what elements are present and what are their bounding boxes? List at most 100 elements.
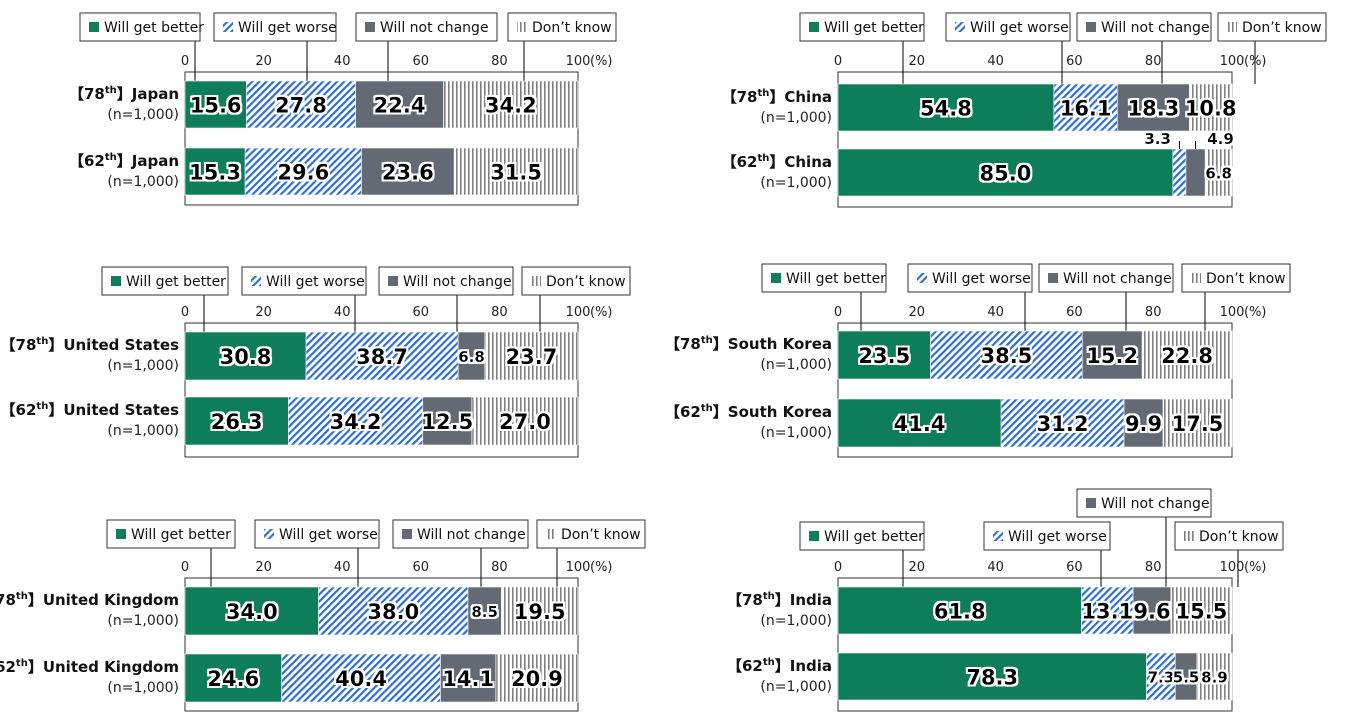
- sample-size-label-1: (n=1,000): [760, 175, 832, 191]
- legend-item-worse: Will get worse: [213, 12, 337, 42]
- legend-box: [799, 12, 925, 42]
- data-label-dontknow-1: 17.5: [1172, 412, 1224, 436]
- data-label-dontknow-0: 34.2: [485, 94, 537, 118]
- bar-worse-1: [1172, 148, 1187, 197]
- data-label-nochange-0: 22.4: [374, 94, 426, 118]
- panel-5: 0 20 40 60 80 100 (%) 61.8 13.1 9.6 15.5 【78th】Indi…: [727, 488, 1284, 712]
- legend-swatch-worse: [917, 273, 927, 283]
- legend-box: [392, 519, 529, 549]
- sample-size-label-0: (n=1,000): [107, 107, 179, 123]
- bar-worse-0: [930, 330, 1083, 380]
- legend-label-worse: Will get worse: [932, 271, 1031, 287]
- x-tick-label: 80: [491, 54, 508, 69]
- data-label-worse-1: 3.3: [1144, 130, 1171, 148]
- legend-label-better: Will get better: [131, 527, 231, 543]
- x-tick-label: 60: [413, 54, 430, 69]
- data-label-better-1: 24.6: [207, 667, 259, 691]
- x-tick-label: 40: [334, 560, 351, 575]
- data-label-worse-0: 38.7: [356, 345, 408, 369]
- legend-item-dontknow: Don’t know: [521, 266, 631, 296]
- legend-swatch-dontknow: [1184, 531, 1194, 541]
- data-label-worse-1: 34.2: [330, 410, 382, 434]
- bar-better-0: [837, 83, 1055, 132]
- bar-dontknow-1: [495, 653, 579, 703]
- category-label-1: 【62th】India: [727, 657, 832, 675]
- legend-item-worse: Will get worse: [945, 12, 1071, 42]
- data-label-better-0: 34.0: [226, 600, 278, 624]
- legend-swatch-dontknow: [1227, 22, 1237, 32]
- data-label-better-0: 15.6: [190, 94, 242, 118]
- legend-item-better: Will get better: [799, 12, 925, 42]
- x-tick-label: 80: [1145, 54, 1162, 69]
- bar-nochange-1: [1185, 148, 1206, 197]
- data-label-dontknow-0: 19.5: [514, 600, 566, 624]
- legend-item-nochange: Will not change: [1038, 263, 1174, 293]
- legend-box: [241, 266, 367, 296]
- legend-item-worse: Will get worse: [241, 266, 367, 296]
- legend-item-better: Will get better: [101, 266, 229, 296]
- x-unit-label: (%): [1244, 560, 1267, 575]
- data-label-better-1: 15.3: [189, 161, 241, 185]
- legend-box: [1076, 488, 1212, 518]
- data-label-nochange-0: 15.2: [1086, 344, 1138, 368]
- bar-dontknow-0: [501, 586, 579, 636]
- data-label-worse-0: 38.0: [367, 600, 419, 624]
- data-label-worse-1: 40.4: [335, 667, 387, 691]
- legend-label-dontknow: Don’t know: [1206, 271, 1286, 287]
- bar-dontknow-1: [1196, 652, 1233, 701]
- legend-label-nochange: Will not change: [1063, 271, 1172, 287]
- legend-box: [945, 12, 1071, 42]
- bar-nochange-1: [1123, 398, 1164, 448]
- bar-nochange-1: [361, 147, 455, 196]
- legend-swatch-better: [771, 273, 781, 283]
- data-label-nochange-0: 18.3: [1127, 97, 1179, 121]
- legend-item-dontknow: Don’t know: [1217, 12, 1327, 42]
- legend-label-worse: Will get worse: [970, 20, 1069, 36]
- legend-item-better: Will get better: [106, 519, 236, 549]
- data-label-worse-1: 31.2: [1037, 412, 1089, 436]
- data-label-dontknow-1: 6.8: [1205, 165, 1232, 183]
- legend-box: [983, 521, 1111, 551]
- bar-dontknow-1: [471, 396, 579, 446]
- legend-item-better: Will get better: [761, 263, 887, 293]
- sample-size-label-1: (n=1,000): [760, 679, 832, 695]
- data-label-nochange-0: 6.8: [458, 348, 485, 366]
- data-label-nochange-1: 23.6: [382, 161, 434, 185]
- x-tick-label: 0: [181, 305, 189, 320]
- x-tick-label: 60: [413, 560, 430, 575]
- legend-label-nochange: Will not change: [380, 20, 489, 36]
- legend-item-better: Will get better: [799, 521, 925, 551]
- x-unit-label: (%): [1244, 54, 1267, 69]
- x-tick-label: 100: [566, 560, 591, 575]
- sample-size-label-1: (n=1,000): [107, 174, 179, 190]
- legend-swatch-better: [809, 531, 819, 541]
- legend-label-better: Will get better: [126, 274, 226, 290]
- x-tick-label: 40: [987, 305, 1004, 320]
- legend-swatch-nochange: [1086, 498, 1096, 508]
- category-label-0: 【78th】United States: [1, 336, 180, 354]
- legend-box: [254, 519, 380, 549]
- x-tick-label: 20: [255, 305, 272, 320]
- legend-item-nochange: Will not change: [1076, 12, 1212, 42]
- bar-better-0: [837, 586, 1082, 635]
- data-label-worse-0: 13.1: [1081, 600, 1133, 624]
- legend-label-nochange: Will not change: [417, 527, 526, 543]
- bar-better-0: [184, 331, 307, 381]
- legend-swatch-nochange: [388, 276, 398, 286]
- bar-dontknow-0: [484, 331, 579, 381]
- legend-item-worse: Will get worse: [983, 521, 1111, 551]
- data-label-better-0: 54.8: [920, 97, 972, 121]
- bar-better-1: [184, 147, 246, 196]
- data-label-dontknow-0: 15.5: [1176, 600, 1228, 624]
- x-tick-label: 20: [909, 305, 926, 320]
- x-tick-label: 40: [334, 305, 351, 320]
- legend-swatch-better: [116, 529, 126, 539]
- bar-nochange-0: [457, 331, 486, 381]
- x-tick-label: 20: [909, 560, 926, 575]
- bar-worse-0: [1081, 586, 1134, 635]
- panel-1: 0 20 40 60 80 100 (%) 54.8 16.1 18.3 10.8 【78th】Chi…: [722, 12, 1327, 208]
- bar-dontknow-1: [1162, 398, 1233, 448]
- legend-swatch-better: [89, 22, 99, 32]
- legend-item-nochange: Will not change: [392, 519, 529, 549]
- legend-box: [355, 12, 498, 42]
